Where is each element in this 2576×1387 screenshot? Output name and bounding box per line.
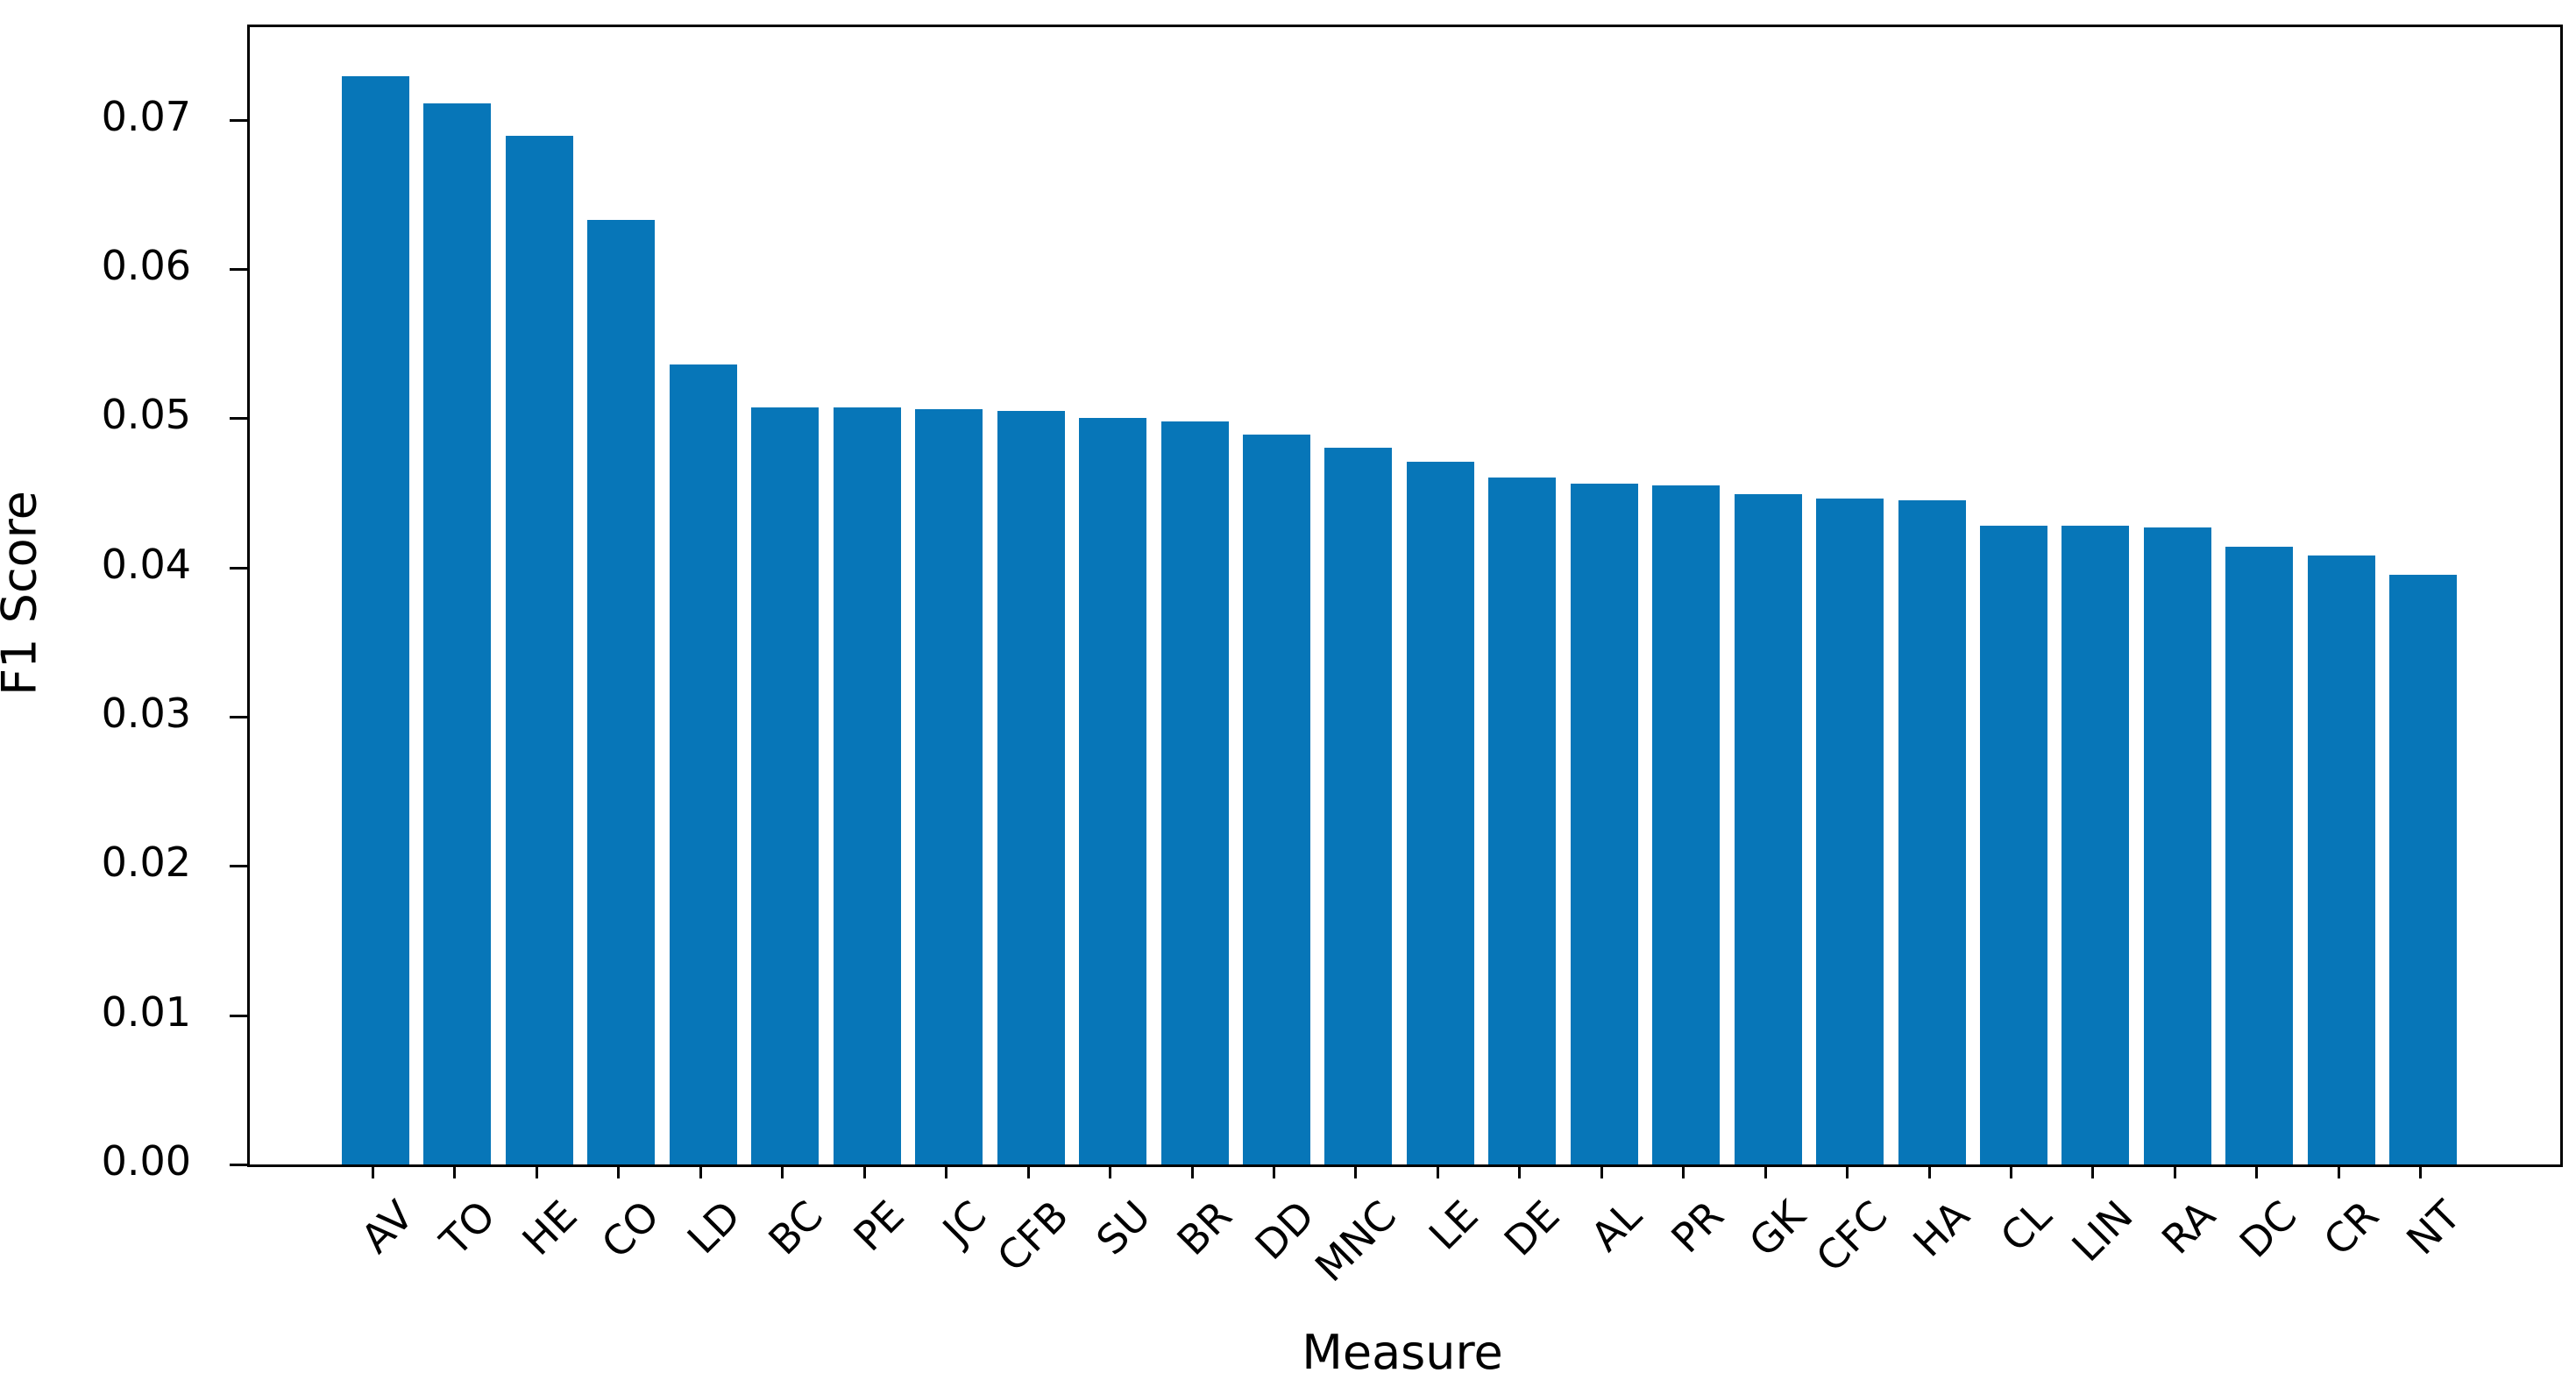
bar-mnc	[1324, 448, 1393, 1164]
x-tick-mark	[2419, 1164, 2423, 1178]
x-tick-label-to: TO	[430, 1191, 505, 1265]
x-tick-mark	[781, 1164, 784, 1178]
bar-cl	[1980, 526, 2047, 1164]
bar-he	[505, 136, 573, 1164]
x-tick-mark	[617, 1164, 621, 1178]
x-tick-mark	[1682, 1164, 1685, 1178]
x-tick-mark	[372, 1164, 374, 1178]
bar-dd	[1242, 435, 1310, 1164]
x-tick-mark	[2010, 1164, 2012, 1178]
y-tick-label: 0.03	[101, 689, 191, 737]
x-tick-mark	[1763, 1164, 1767, 1178]
bar-cfc	[1816, 499, 1884, 1164]
x-tick-label-av: AV	[351, 1191, 422, 1263]
x-tick-label-cl: CL	[1991, 1191, 2061, 1261]
x-tick-mark	[699, 1164, 702, 1178]
bar-al	[1570, 484, 1638, 1164]
x-tick-label-nt: NT	[2397, 1191, 2470, 1264]
x-tick-mark	[2255, 1164, 2259, 1178]
x-tick-label-mnc: MNC	[1305, 1191, 1405, 1291]
x-tick-mark	[1436, 1164, 1439, 1178]
y-tick-label: 0.00	[101, 1137, 191, 1185]
y-tick-label: 0.07	[101, 92, 191, 140]
bar-lin	[2062, 526, 2130, 1164]
x-tick-label-le: LE	[1419, 1191, 1487, 1259]
x-tick-label-jc: JC	[933, 1191, 996, 1254]
y-tick-label: 0.04	[101, 540, 191, 588]
x-tick-label-gk: GK	[1740, 1191, 1815, 1266]
y-tick-mark	[230, 865, 247, 868]
y-tick-label: 0.02	[101, 839, 191, 887]
x-tick-label-al: AL	[1581, 1191, 1651, 1261]
x-axis-label: Measure	[1302, 1325, 1503, 1380]
y-tick-mark	[230, 1014, 247, 1017]
x-tick-label-dc: DC	[2230, 1191, 2306, 1267]
x-tick-mark	[1272, 1164, 1275, 1178]
x-tick-mark	[2091, 1164, 2095, 1178]
bar-ra	[2143, 527, 2211, 1164]
x-tick-mark	[945, 1164, 948, 1178]
x-tick-label-cfb: CFB	[988, 1191, 1078, 1281]
y-tick-mark	[230, 267, 247, 271]
bar-br	[1160, 421, 1229, 1164]
y-tick-mark	[230, 715, 247, 718]
bar-bc	[751, 407, 820, 1164]
bar-le	[1406, 462, 1474, 1164]
x-tick-mark	[453, 1164, 457, 1178]
y-tick-mark	[230, 417, 247, 421]
bar-nt	[2389, 575, 2458, 1164]
bar-jc	[915, 409, 983, 1164]
bar-to	[423, 103, 492, 1164]
y-axis-label: F1 Score	[0, 491, 47, 696]
x-tick-label-de: DE	[1495, 1191, 1569, 1265]
x-tick-label-lin: LIN	[2062, 1191, 2143, 1271]
y-tick-label: 0.05	[101, 391, 191, 439]
x-tick-label-br: BR	[1167, 1191, 1242, 1264]
x-tick-label-cr: CR	[2314, 1191, 2388, 1265]
bar-pe	[833, 407, 901, 1164]
x-tick-label-he: HE	[513, 1191, 586, 1265]
bar-de	[1488, 478, 1557, 1164]
x-tick-label-pr: PR	[1662, 1191, 1733, 1263]
bar-co	[587, 220, 656, 1164]
x-tick-mark	[1846, 1164, 1849, 1178]
x-tick-label-pe: PE	[844, 1191, 914, 1261]
x-tick-label-ha: HA	[1904, 1191, 1979, 1266]
y-tick-mark	[230, 118, 247, 122]
bar-cr	[2307, 556, 2375, 1164]
bar-av	[342, 76, 409, 1164]
x-tick-mark	[1354, 1164, 1358, 1178]
bar-ld	[669, 364, 737, 1164]
x-tick-mark	[1927, 1164, 1931, 1178]
x-tick-label-bc: BC	[759, 1191, 832, 1264]
y-tick-mark	[230, 566, 247, 570]
x-tick-mark	[862, 1164, 866, 1178]
y-tick-mark	[230, 1164, 247, 1166]
x-tick-mark	[535, 1164, 538, 1178]
x-tick-label-ra: RA	[2152, 1191, 2225, 1263]
x-tick-mark	[1600, 1164, 1603, 1178]
x-tick-label-co: CO	[592, 1191, 668, 1268]
plot-area	[230, 25, 2563, 1167]
x-tick-mark	[1026, 1164, 1030, 1178]
x-tick-mark	[1109, 1164, 1112, 1178]
x-tick-mark	[2173, 1164, 2176, 1178]
x-tick-mark	[1190, 1164, 1194, 1178]
bar-gk	[1734, 494, 1802, 1164]
y-tick-label: 0.01	[101, 987, 191, 1036]
x-tick-mark	[2337, 1164, 2340, 1178]
bar-pr	[1652, 485, 1721, 1164]
bar-cfb	[997, 411, 1065, 1164]
x-tick-label-ld: LD	[678, 1191, 750, 1263]
bar-dc	[2225, 547, 2294, 1164]
x-tick-mark	[1518, 1164, 1522, 1178]
bar-su	[1079, 418, 1147, 1164]
y-tick-label: 0.06	[101, 241, 191, 289]
bar-ha	[1898, 500, 1966, 1164]
x-tick-label-cfc: CFC	[1806, 1191, 1897, 1282]
x-tick-label-su: SU	[1086, 1191, 1160, 1264]
